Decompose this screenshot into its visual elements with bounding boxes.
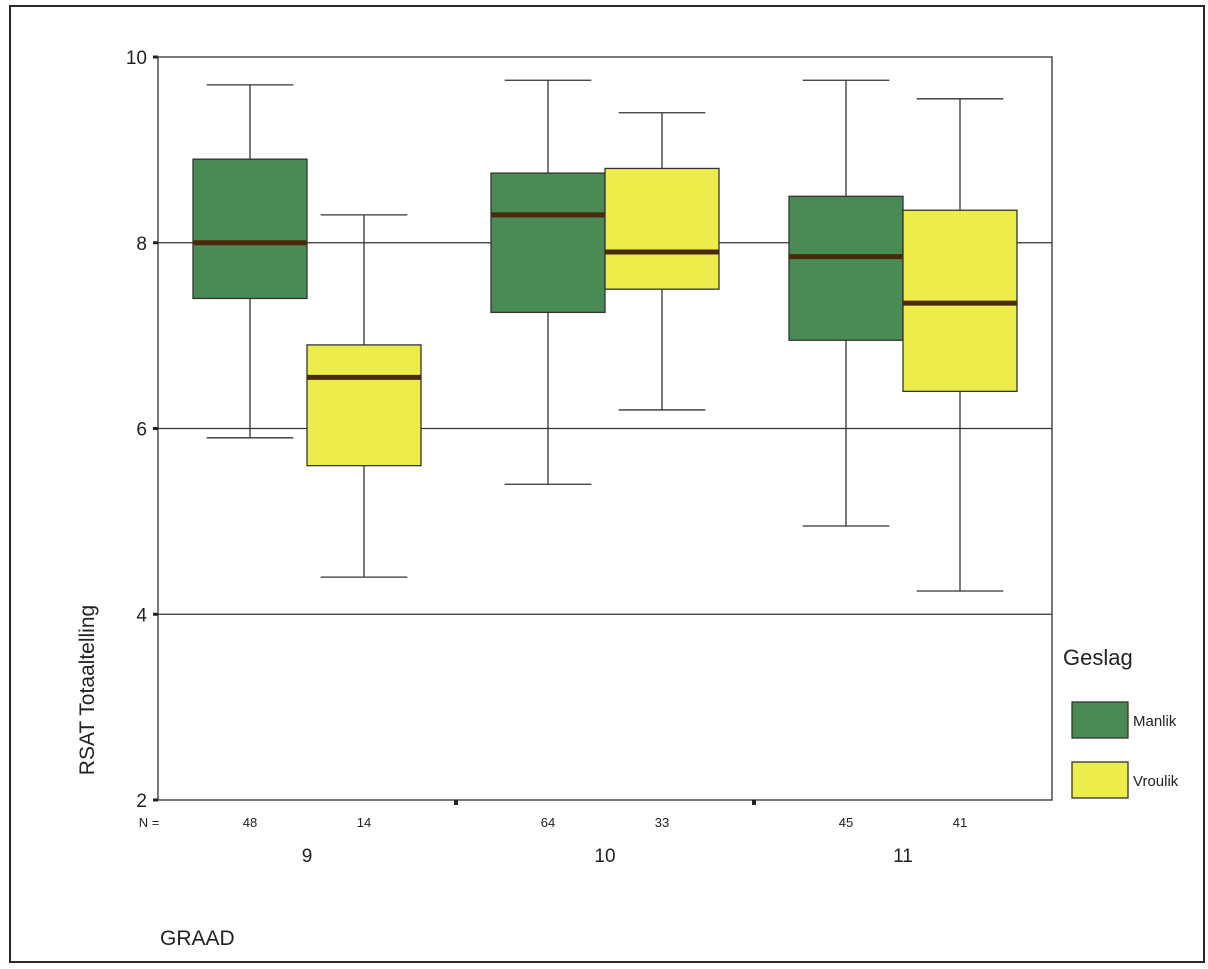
box-manlik: [192, 158, 308, 300]
x-category-label: 11: [893, 846, 913, 867]
y-axis-title: RSAT Totaaltelling: [76, 605, 99, 775]
n-label: 64: [541, 815, 555, 830]
x-axis-title: GRAAD: [160, 927, 235, 950]
n-label: 14: [357, 815, 371, 830]
n-label: 41: [953, 815, 967, 830]
legend-title: Geslag: [1063, 645, 1133, 670]
box-vroulik: [604, 167, 720, 290]
legend-swatch-vroulik: [1071, 761, 1129, 799]
y-tick-label: 4: [136, 605, 147, 626]
n-label: 45: [839, 815, 853, 830]
box-vroulik: [306, 344, 422, 467]
legend-label-vroulik: Vroulik: [1133, 773, 1179, 790]
x-category-label: 9: [302, 846, 313, 867]
n-label: 33: [655, 815, 669, 830]
x-category-label: 10: [594, 846, 615, 867]
legend-label-manlik: Manlik: [1133, 713, 1177, 730]
y-tick-label: 6: [136, 420, 147, 441]
n-label: 48: [243, 815, 257, 830]
y-tick-label: 8: [136, 234, 147, 255]
legend-swatch-manlik: [1071, 701, 1129, 739]
n-prefix: N =: [139, 815, 160, 830]
box-manlik: [788, 195, 904, 341]
y-tick-label: 10: [126, 48, 147, 69]
y-tick-label: 2: [136, 791, 147, 812]
box-manlik: [490, 172, 606, 314]
